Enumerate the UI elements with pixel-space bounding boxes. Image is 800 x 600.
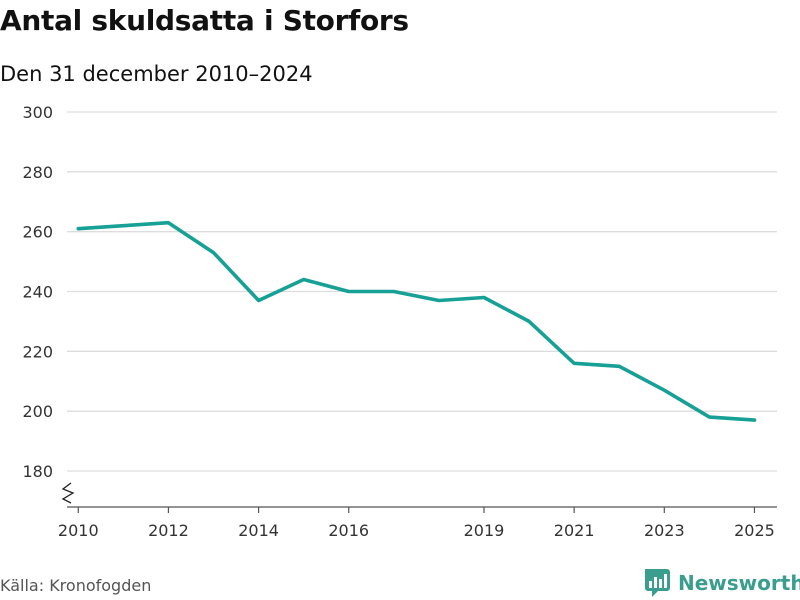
source-note: Källa: Kronofogden [0, 576, 152, 595]
x-tick-label-2014: 2014 [238, 521, 279, 540]
series-line-0 [76, 220, 757, 422]
x-tick-label-2010: 2010 [58, 521, 99, 540]
data-point-2025 [752, 418, 756, 422]
data-point-2024 [707, 415, 711, 419]
y-tick-label-280: 280 [22, 163, 53, 182]
x-axis [61, 482, 777, 513]
data-point-2020 [527, 319, 531, 323]
grid-lines [67, 111, 777, 472]
brand-name: Newsworthy [678, 571, 800, 595]
brand-logo: Newsworthy [644, 568, 800, 598]
axis-break-icon [61, 482, 75, 504]
data-point-2016 [347, 290, 351, 294]
newsworthy-logo-icon [645, 569, 670, 597]
y-tick-label-200: 200 [22, 402, 53, 421]
data-point-2011 [121, 224, 125, 228]
chart-title: Antal skuldsatta i Storfors [0, 4, 409, 37]
chart-subtitle: Den 31 december 2010–2024 [0, 62, 313, 86]
data-point-2018 [437, 298, 441, 302]
data-point-2015 [302, 278, 306, 282]
x-axis-labels: 2010 2012 2014 2016 2019 2021 2023 2025 [58, 521, 775, 540]
data-point-2014 [257, 298, 261, 302]
data-point-2023 [662, 388, 666, 392]
series-layer [76, 220, 757, 422]
x-tick-label-2019: 2019 [464, 521, 505, 540]
x-tick-label-2023: 2023 [644, 521, 685, 540]
y-tick-label-220: 220 [22, 342, 53, 361]
y-tick-label-260: 260 [22, 223, 53, 242]
x-tick-label-2012: 2012 [148, 521, 189, 540]
y-tick-label-180: 180 [22, 462, 53, 481]
y-tick-label-300: 300 [22, 103, 53, 122]
data-point-2022 [617, 364, 621, 368]
x-tick-label-2016: 2016 [328, 521, 369, 540]
x-tick-label-2021: 2021 [554, 521, 595, 540]
y-tick-label-240: 240 [22, 283, 53, 302]
data-point-2012 [166, 221, 170, 225]
x-tick-label-2025: 2025 [734, 521, 775, 540]
y-axis-labels: 180 200 220 240 260 280 300 [22, 103, 53, 481]
data-point-2021 [572, 361, 576, 365]
data-point-2010 [76, 227, 80, 231]
data-point-2017 [392, 290, 396, 294]
data-point-2013 [212, 251, 216, 255]
data-point-2019 [482, 295, 486, 299]
